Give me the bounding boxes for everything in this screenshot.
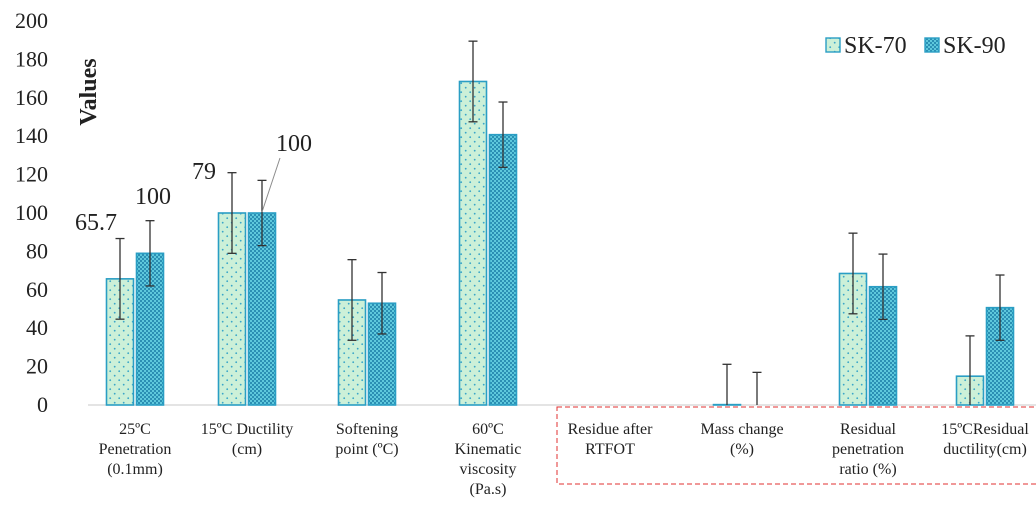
x-category-label: ratio (%) [839, 461, 896, 478]
bar-sk-90 [490, 135, 517, 405]
y-tick-label: 80 [26, 238, 48, 263]
y-tick-label: 120 [15, 162, 48, 187]
y-tick-label: 100 [15, 200, 48, 225]
x-category-label: point (ºC) [335, 441, 398, 458]
x-category-label: (cm) [232, 441, 262, 458]
x-category-label: Residue after [568, 421, 654, 438]
x-category-label: penetration [832, 441, 904, 458]
y-tick-label: 0 [37, 392, 48, 417]
y-tick-label: 200 [15, 8, 48, 33]
data-label: 79 [192, 159, 216, 185]
bar-sk-70 [460, 81, 487, 405]
x-category-label: Softening [336, 421, 398, 438]
x-category-label: (0.1mm) [107, 461, 163, 478]
data-label: 100 [135, 184, 171, 210]
y-tick-label: 60 [26, 277, 48, 302]
x-category-label: (Pa.s) [470, 481, 507, 498]
x-category-label: (%) [730, 441, 754, 458]
x-category-label: RTFOT [585, 441, 635, 458]
legend-swatch [826, 38, 840, 52]
y-tick-label: 140 [15, 123, 48, 148]
x-category-label: Residual [840, 421, 897, 438]
x-category-label: Mass change [700, 421, 783, 438]
legend-label: SK-70 [844, 33, 907, 59]
y-axis-label: Values [76, 58, 102, 125]
x-category-label: 15ºC Ductility [201, 421, 294, 438]
data-label: 65.7 [75, 210, 117, 236]
y-tick-label: 20 [26, 354, 48, 379]
x-category-label: viscosity [460, 461, 517, 478]
x-category-label: Penetration [99, 441, 172, 458]
x-category-label: 15ºCResidual [941, 421, 1029, 438]
y-tick-label: 160 [15, 85, 48, 110]
legend-swatch [925, 38, 939, 52]
data-label: 100 [276, 131, 312, 157]
data-label-leader [262, 158, 280, 212]
y-tick-label: 180 [15, 46, 48, 71]
legend-label: SK-90 [943, 33, 1006, 59]
x-category-label: ductility(cm) [943, 441, 1027, 458]
y-tick-label: 40 [26, 315, 48, 340]
x-category-label: 25ºC [119, 421, 151, 438]
x-category-label: 60ºC [472, 421, 504, 438]
x-category-label: Kinematic [455, 441, 522, 458]
